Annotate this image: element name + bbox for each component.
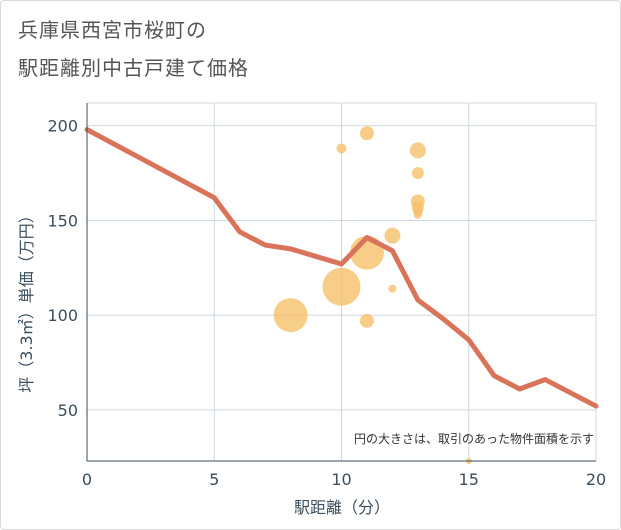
x-tick-label: 0 [82, 470, 92, 489]
y-tick-label: 100 [47, 306, 78, 325]
axes: 0 5 10 15 20 50 100 150 200 [47, 103, 606, 489]
price-line [84, 127, 599, 409]
data-bubble [388, 284, 397, 293]
x-tick-label: 15 [459, 470, 479, 489]
x-tick-label: 20 [586, 470, 606, 489]
data-bubble [359, 313, 374, 328]
data-bubble [413, 210, 422, 219]
line-series [84, 127, 599, 409]
data-bubble [336, 143, 347, 154]
size-note: 円の大きさは、取引のあった物件面積を示す [354, 431, 594, 446]
data-bubble [409, 142, 426, 159]
x-tick-label: 10 [331, 470, 351, 489]
x-axis-label: 駅距離（分） [294, 498, 390, 517]
data-bubble [273, 298, 308, 333]
y-axis-label: 坪（3.3㎡）単価（万円） [17, 207, 36, 392]
y-tick-label: 200 [47, 117, 78, 136]
chart-title-line2: 駅距離別中古戸建て価格 [18, 56, 249, 80]
bubbles [273, 126, 472, 464]
data-bubble [411, 167, 424, 180]
x-tick-label: 5 [209, 470, 219, 489]
data-bubble [322, 267, 361, 306]
chart-title-line1: 兵庫県西宮市桜町の [18, 18, 207, 42]
data-bubble [359, 126, 374, 141]
data-bubble [384, 227, 401, 244]
y-tick-label: 150 [47, 211, 78, 230]
y-tick-label: 50 [58, 401, 78, 420]
